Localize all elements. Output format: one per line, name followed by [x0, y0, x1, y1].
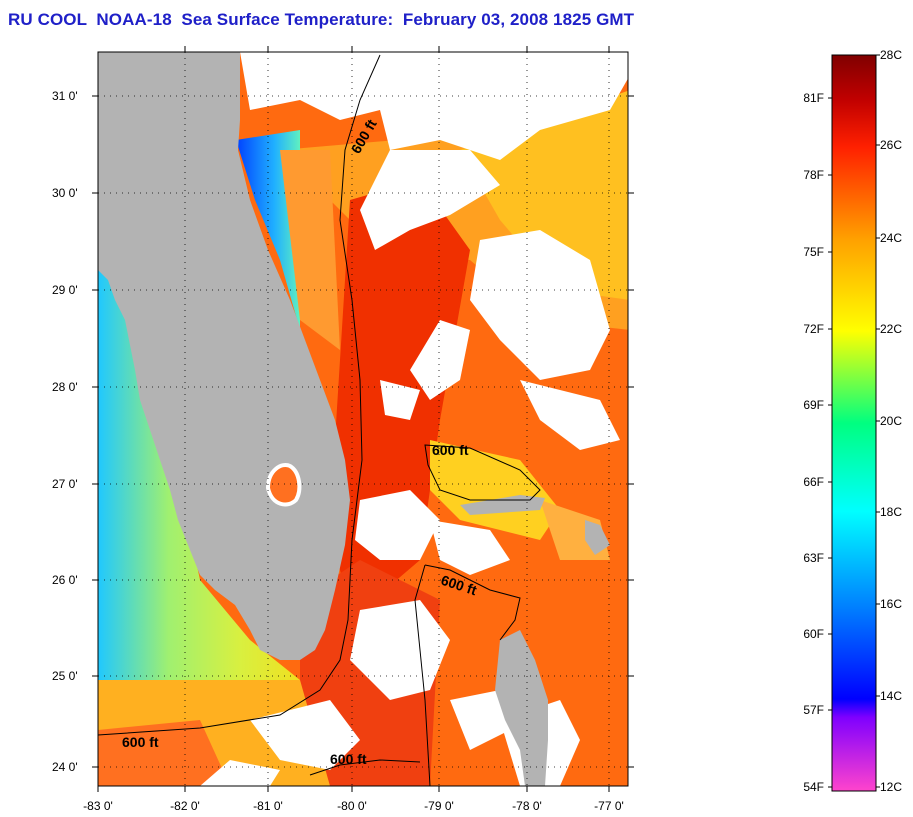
colorbar-c-label: 24C — [880, 231, 902, 245]
lat-label: 27 0' — [52, 477, 78, 491]
colorbar: 81F 78F 75F 72F 69F 66F 63F 60F 57F 54F … — [803, 48, 902, 794]
colorbar-c-label: 12C — [880, 780, 902, 794]
florida-landmass — [98, 52, 350, 660]
map-frame — [97, 51, 629, 787]
colorbar-f-label: 63F — [803, 551, 824, 565]
isobath-label-southwest: 600 ft — [122, 734, 159, 750]
colorbar-f-label: 57F — [803, 703, 824, 717]
colorbar-c-label: 22C — [880, 322, 902, 336]
lat-label: 26 0' — [52, 573, 78, 587]
colorbar-c-label: 14C — [880, 689, 902, 703]
andros-island — [495, 630, 548, 786]
colorbar-f-label: 54F — [803, 780, 824, 794]
sst-image — [98, 52, 628, 786]
lon-label: -82 0' — [170, 799, 200, 813]
lon-label: -78 0' — [512, 799, 542, 813]
colorbar-f-label: 72F — [803, 322, 824, 336]
lat-label: 28 0' — [52, 380, 78, 394]
lon-label: -83 0' — [83, 799, 113, 813]
lon-label: -79 0' — [424, 799, 454, 813]
lon-label: -81 0' — [253, 799, 283, 813]
lat-label: 31 0' — [52, 89, 78, 103]
colorbar-f-label: 69F — [803, 398, 824, 412]
colorbar-c-label: 16C — [880, 597, 902, 611]
isobath-label-little-bahama: 600 ft — [432, 442, 469, 458]
colorbar-c-label: 20C — [880, 414, 902, 428]
isobath-label-south: 600 ft — [330, 751, 367, 767]
colorbar-c-label: 18C — [880, 505, 902, 519]
colorbar-f-label: 75F — [803, 245, 824, 259]
lat-label: 24 0' — [52, 760, 78, 774]
colorbar-c-label: 26C — [880, 138, 902, 152]
lat-label: 30 0' — [52, 186, 78, 200]
map-gridlines — [98, 52, 628, 786]
colorbar-f-label: 81F — [803, 91, 824, 105]
lat-label: 25 0' — [52, 669, 78, 683]
colorbar-f-label: 78F — [803, 168, 824, 182]
map-title: RU COOL NOAA-18 Sea Surface Temperature:… — [8, 10, 635, 29]
lat-label: 29 0' — [52, 283, 78, 297]
map-ticks — [92, 46, 634, 792]
colorbar-f-label: 60F — [803, 627, 824, 641]
colorbar-f-label: 66F — [803, 475, 824, 489]
lon-label: -77 0' — [594, 799, 624, 813]
isobath-lines — [97, 54, 541, 787]
colorbar-c-label: 28C — [880, 48, 902, 62]
lon-label: -80 0' — [337, 799, 367, 813]
lake-okeechobee — [265, 463, 302, 507]
colorbar-scale — [831, 54, 877, 792]
abaco-island — [585, 520, 610, 555]
